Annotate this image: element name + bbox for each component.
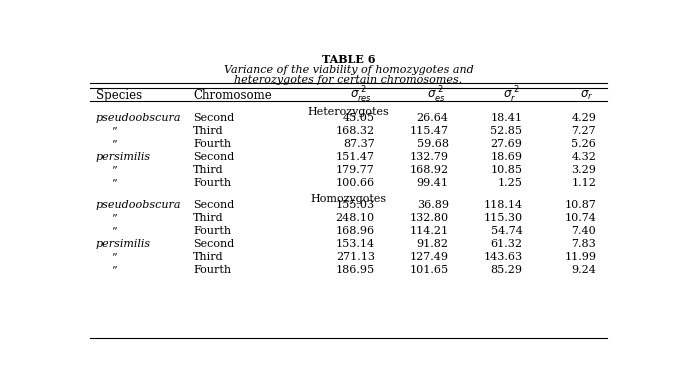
Text: Homozygotes: Homozygotes <box>311 194 386 204</box>
Text: 271.13: 271.13 <box>336 252 375 262</box>
Text: Third: Third <box>193 252 224 262</box>
Text: Third: Third <box>193 126 224 136</box>
Text: heterozygotes for certain chromosomes.: heterozygotes for certain chromosomes. <box>235 75 462 85</box>
Text: 248.10: 248.10 <box>336 213 375 223</box>
Text: 18.41: 18.41 <box>490 113 522 123</box>
Text: 100.66: 100.66 <box>336 178 375 188</box>
Text: 114.21: 114.21 <box>409 226 449 236</box>
Text: $\sigma_{r}$: $\sigma_{r}$ <box>580 89 594 102</box>
Text: 85.29: 85.29 <box>490 265 522 275</box>
Text: 87.37: 87.37 <box>343 139 375 149</box>
Text: Fourth: Fourth <box>193 226 231 236</box>
Text: Third: Third <box>193 165 224 175</box>
Text: 7.83: 7.83 <box>571 239 596 249</box>
Text: ”: ” <box>112 139 117 149</box>
Text: 132.80: 132.80 <box>409 213 449 223</box>
Text: 115.30: 115.30 <box>483 213 522 223</box>
Text: 179.77: 179.77 <box>336 165 375 175</box>
Text: 59.68: 59.68 <box>417 139 449 149</box>
Text: 10.85: 10.85 <box>490 165 522 175</box>
Text: 7.40: 7.40 <box>571 226 596 236</box>
Text: 168.32: 168.32 <box>336 126 375 136</box>
Text: 45.05: 45.05 <box>343 113 375 123</box>
Text: $\sigma_{res}^{\ 2}$: $\sigma_{res}^{\ 2}$ <box>350 85 372 106</box>
Text: 5.26: 5.26 <box>571 139 596 149</box>
Text: 4.29: 4.29 <box>571 113 596 123</box>
Text: 36.89: 36.89 <box>417 200 449 210</box>
Text: Third: Third <box>193 213 224 223</box>
Text: 26.64: 26.64 <box>417 113 449 123</box>
Text: Heterozygotes: Heterozygotes <box>307 107 390 117</box>
Text: 155.03: 155.03 <box>336 200 375 210</box>
Text: Fourth: Fourth <box>193 265 231 275</box>
Text: Variance of the viability of homozygotes and: Variance of the viability of homozygotes… <box>224 65 473 75</box>
Text: persimilis: persimilis <box>95 239 151 249</box>
Text: ”: ” <box>112 252 117 262</box>
Text: 1.25: 1.25 <box>498 178 522 188</box>
Text: 10.74: 10.74 <box>564 213 596 223</box>
Text: 1.12: 1.12 <box>571 178 596 188</box>
Text: Second: Second <box>193 239 235 249</box>
Text: ”: ” <box>112 226 117 236</box>
Text: 10.87: 10.87 <box>564 200 596 210</box>
Text: ”: ” <box>112 213 117 223</box>
Text: 61.32: 61.32 <box>490 239 522 249</box>
Text: 153.14: 153.14 <box>336 239 375 249</box>
Text: $\sigma_{es}^{\ 2}$: $\sigma_{es}^{\ 2}$ <box>427 85 446 106</box>
Text: 143.63: 143.63 <box>483 252 522 262</box>
Text: Species: Species <box>95 89 141 102</box>
Text: Chromosome: Chromosome <box>193 89 272 102</box>
Text: 168.92: 168.92 <box>409 165 449 175</box>
Text: 168.96: 168.96 <box>336 226 375 236</box>
Text: 151.47: 151.47 <box>336 152 375 162</box>
Text: 132.79: 132.79 <box>409 152 449 162</box>
Text: pseudoobscura: pseudoobscura <box>95 113 181 123</box>
Text: persimilis: persimilis <box>95 152 151 162</box>
Text: 118.14: 118.14 <box>483 200 522 210</box>
Text: ”: ” <box>112 178 117 188</box>
Text: pseudoobscura: pseudoobscura <box>95 200 181 210</box>
Text: 52.85: 52.85 <box>490 126 522 136</box>
Text: Second: Second <box>193 200 235 210</box>
Text: ”: ” <box>112 126 117 136</box>
Text: 3.29: 3.29 <box>571 165 596 175</box>
Text: 101.65: 101.65 <box>409 265 449 275</box>
Text: 99.41: 99.41 <box>417 178 449 188</box>
Text: 115.47: 115.47 <box>409 126 449 136</box>
Text: $\sigma_{r}^{\ 2}$: $\sigma_{r}^{\ 2}$ <box>503 85 520 106</box>
Text: TABLE 6: TABLE 6 <box>322 54 375 65</box>
Text: 54.74: 54.74 <box>490 226 522 236</box>
Text: ”: ” <box>112 265 117 275</box>
Text: 9.24: 9.24 <box>571 265 596 275</box>
Text: ”: ” <box>112 165 117 175</box>
Text: 7.27: 7.27 <box>572 126 596 136</box>
Text: Second: Second <box>193 113 235 123</box>
Text: Fourth: Fourth <box>193 178 231 188</box>
Text: 27.69: 27.69 <box>490 139 522 149</box>
Text: 186.95: 186.95 <box>336 265 375 275</box>
Text: 11.99: 11.99 <box>564 252 596 262</box>
Text: 91.82: 91.82 <box>417 239 449 249</box>
Text: Fourth: Fourth <box>193 139 231 149</box>
Text: 127.49: 127.49 <box>409 252 449 262</box>
Text: 4.32: 4.32 <box>571 152 596 162</box>
Text: 18.69: 18.69 <box>490 152 522 162</box>
Text: Second: Second <box>193 152 235 162</box>
